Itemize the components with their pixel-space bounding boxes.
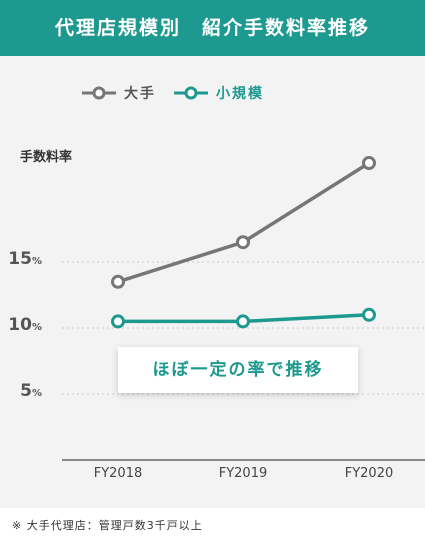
data-point-0-2	[362, 156, 376, 170]
legend-item-large: 大手	[82, 83, 156, 103]
legend-label-small: 小規模	[216, 86, 264, 102]
legend-line-large-icon	[82, 86, 116, 100]
y-axis-label: 手数料率	[20, 150, 73, 165]
legend-label-large: 大手	[124, 86, 156, 102]
chart-panel	[0, 56, 425, 508]
legend-item-small: 小規模	[174, 83, 264, 103]
legend: 大手 小規模	[82, 80, 282, 106]
annotation-callout: ほぼ一定の率で推移	[118, 347, 358, 393]
data-point-0-1	[236, 235, 250, 250]
y-tick-label: 10%	[8, 315, 42, 335]
data-point-1-1	[236, 314, 250, 329]
x-tick-label: FY2018	[93, 466, 143, 481]
x-tick-label: FY2019	[218, 466, 268, 481]
series-line-0	[117, 161, 370, 284]
y-tick-label: 5%	[20, 381, 42, 401]
data-point-0-0	[111, 274, 125, 289]
chart-title: 代理店規模別 紹介手数料率推移	[0, 0, 425, 56]
footnote: ※ 大手代理店：管理戸数3千戸以上	[12, 519, 203, 532]
data-point-1-2	[362, 307, 376, 322]
x-tick-label: FY2020	[344, 466, 394, 481]
legend-line-small-icon	[174, 86, 208, 100]
data-point-1-0	[111, 314, 125, 329]
y-tick-label: 15%	[8, 249, 42, 269]
